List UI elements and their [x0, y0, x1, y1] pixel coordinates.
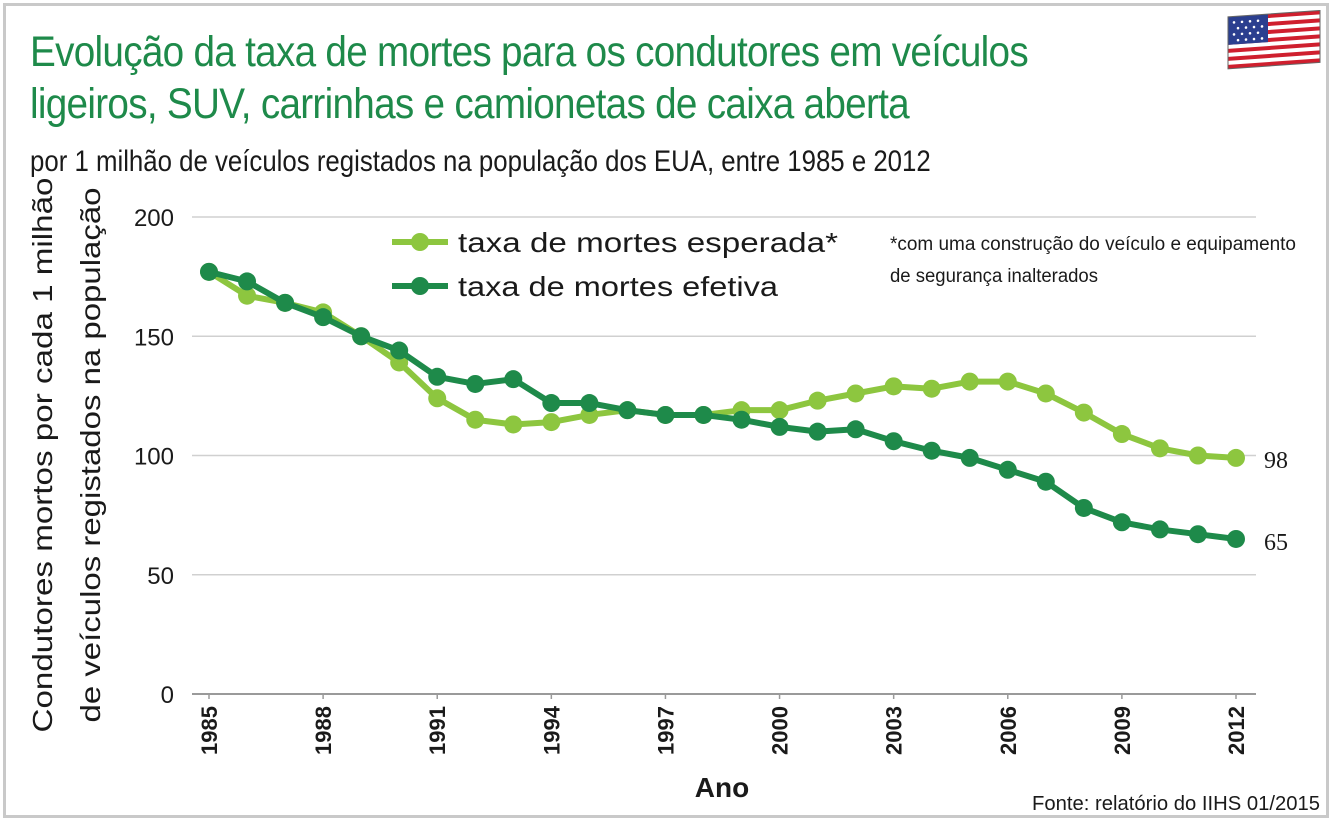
data-point-actual: [1188, 525, 1207, 544]
legend-marker-actual: [411, 277, 429, 295]
title-line-1: Evolução da taxa de mortes para os condu…: [30, 28, 1029, 76]
y-tick-label: 50: [147, 563, 174, 590]
data-point-actual: [466, 374, 485, 393]
y-tick-label: 200: [134, 205, 174, 232]
data-point-expected: [504, 415, 523, 434]
y-tick-label: 100: [134, 444, 174, 471]
end-label-actual: 65: [1264, 530, 1288, 556]
data-point-expected: [1112, 425, 1131, 444]
data-point-actual: [846, 420, 865, 439]
data-point-actual: [1112, 513, 1131, 532]
x-tick-label: 1994: [539, 705, 564, 755]
data-point-actual: [960, 448, 979, 467]
y-axis-ticks: 0 50 100 150 200: [134, 205, 174, 709]
series-line-expected: [206, 268, 1239, 461]
x-tick-label: 1991: [425, 706, 450, 755]
data-point-expected: [1188, 446, 1207, 465]
data-point-actual: [1227, 529, 1245, 548]
data-point-actual: [884, 432, 903, 451]
data-point-expected: [542, 413, 561, 432]
data-point-actual: [504, 370, 523, 389]
data-point-expected: [770, 401, 789, 420]
title-line-2: ligeiros, SUV, carrinhas e camionetas de…: [30, 80, 910, 128]
data-point-actual: [352, 327, 371, 346]
data-point-actual: [1074, 498, 1093, 517]
footnote-line-1: *com uma construção do veículo e equipam…: [890, 234, 1296, 255]
x-tick-label: 1988: [311, 706, 336, 755]
series-line-actual: [206, 268, 1239, 542]
data-point-actual: [200, 262, 218, 281]
series-actual: [200, 262, 1245, 548]
chart-subtitle: por 1 milhão de veículos registados na p…: [30, 145, 931, 178]
data-point-actual: [1150, 520, 1169, 539]
data-point-actual: [580, 394, 599, 413]
x-axis-ticks: 1985 1988 1991 1994 1997 2000 2003 2006 2009 2012: [197, 694, 1249, 755]
legend-label-actual: taxa de mortes efetiva: [458, 271, 778, 302]
data-point-expected: [922, 379, 941, 398]
y-tick-label: 0: [161, 682, 174, 709]
data-point-actual: [998, 460, 1017, 479]
x-tick-label: 1985: [197, 706, 222, 755]
footnote-line-2: de segurança inalterados: [890, 266, 1098, 287]
data-point-expected: [884, 377, 903, 396]
data-point-expected: [960, 372, 979, 391]
data-point-expected: [846, 384, 865, 403]
data-point-actual: [732, 410, 751, 429]
legend: taxa de mortes esperada* taxa de mortes …: [392, 227, 838, 302]
data-point-expected: [1074, 403, 1093, 422]
x-tick-label: 2000: [768, 706, 793, 755]
data-point-actual: [542, 394, 561, 413]
data-point-actual: [428, 367, 447, 386]
x-tick-label: 1997: [653, 706, 678, 755]
end-label-expected: 98: [1264, 448, 1288, 474]
data-point-expected: [466, 410, 485, 429]
data-point-actual: [1036, 472, 1055, 491]
x-tick-label: 2012: [1224, 706, 1249, 755]
y-axis-label-line-2: de veículos registados na população: [75, 188, 106, 723]
data-point-actual: [808, 422, 827, 441]
data-point-actual: [314, 308, 333, 327]
data-point-actual: [656, 405, 675, 424]
data-point-expected: [1036, 384, 1055, 403]
data-point-expected: [428, 389, 447, 408]
data-point-actual: [694, 405, 713, 424]
data-point-actual: [276, 293, 295, 312]
us-flag-icon: [1227, 10, 1321, 70]
data-point-expected: [998, 372, 1017, 391]
data-point-expected: [1227, 448, 1245, 467]
x-tick-label: 2006: [996, 706, 1021, 755]
data-point-expected: [1150, 439, 1169, 458]
legend-marker-expected: [411, 233, 429, 251]
legend-label-expected: taxa de mortes esperada*: [458, 227, 838, 258]
data-point-actual: [390, 341, 409, 360]
x-axis-label: Ano: [695, 772, 749, 803]
y-tick-label: 150: [134, 324, 174, 351]
data-point-actual: [618, 401, 637, 420]
x-tick-label: 2009: [1110, 706, 1135, 755]
data-point-actual: [238, 272, 257, 291]
gridlines: [192, 216, 1256, 695]
data-point-expected: [238, 286, 257, 305]
data-point-expected: [808, 391, 827, 410]
x-tick-label: 2003: [882, 706, 907, 755]
source-note: Fonte: relatório do IIHS 01/2015: [1032, 793, 1320, 815]
series-layer: [200, 262, 1245, 548]
chart-title: Evolução da taxa de mortes para os condu…: [30, 26, 1029, 130]
y-axis-label-line-1: Condutores mortos por cada 1 milhão: [27, 178, 58, 733]
data-point-actual: [770, 417, 789, 436]
data-point-actual: [922, 441, 941, 460]
